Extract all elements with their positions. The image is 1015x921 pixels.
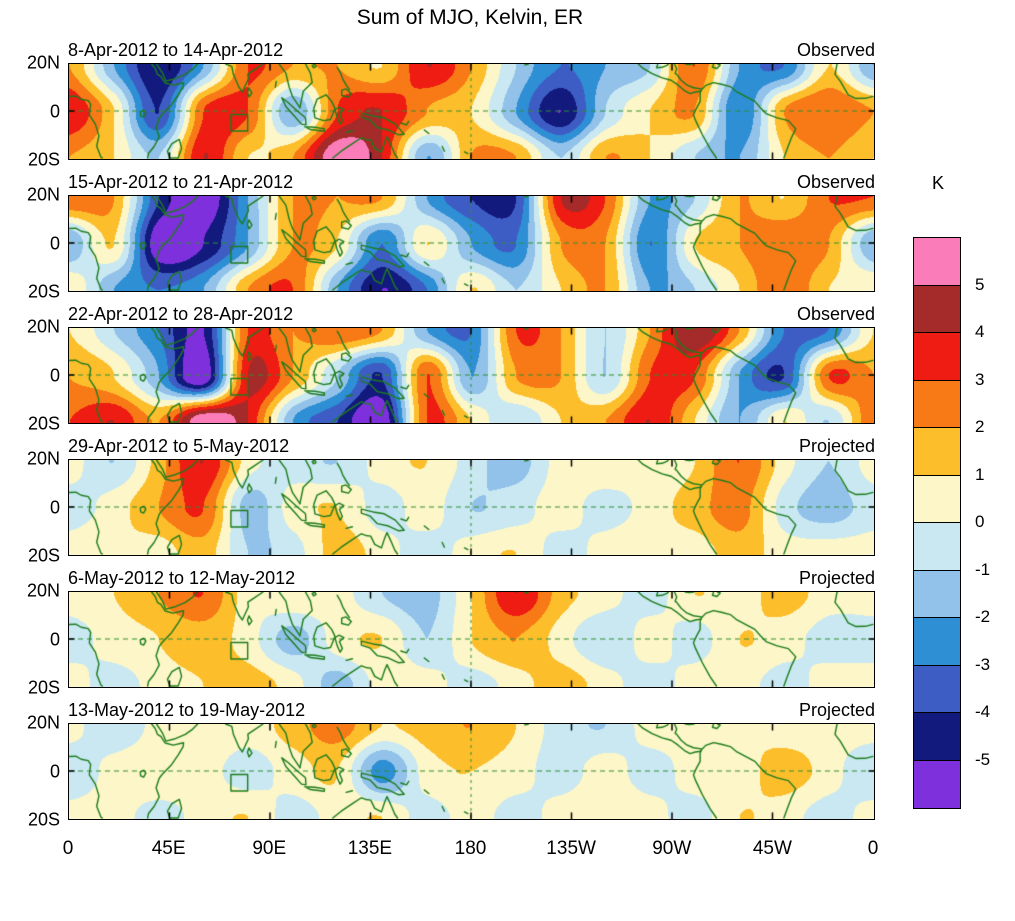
- colorbar-tick-label: -2: [975, 607, 991, 626]
- lon-tick-label: 90W: [652, 838, 692, 859]
- lon-tick-label: 0: [62, 838, 74, 859]
- lat-label-20s: 20S: [27, 545, 60, 566]
- map-panel: 13-May-2012 to 19-May-2012 Projected 20N…: [0, 696, 875, 830]
- colorbar-tick-label: 0: [975, 512, 985, 531]
- contour-map-canvas: [68, 327, 875, 424]
- colorbar-swatch: [914, 570, 960, 618]
- lat-label-20n: 20N: [26, 712, 60, 733]
- panel-date-range: 8-Apr-2012 to 14-Apr-2012: [68, 40, 284, 60]
- page-title: Sum of MJO, Kelvin, ER: [356, 6, 584, 29]
- colorbar-swatch: [914, 285, 960, 333]
- lat-label-20n: 20N: [26, 448, 60, 469]
- map-area: 20N 0 20S: [27, 713, 875, 830]
- lon-tick-label: 45E: [151, 838, 186, 859]
- map-area: 20N 0 20S: [27, 317, 875, 434]
- map-area: 20N 0 20S: [27, 449, 875, 566]
- panel-header: 22-Apr-2012 to 28-Apr-2012 Observed: [68, 300, 875, 327]
- lon-tick-label: 90E: [252, 838, 287, 859]
- lon-tick-label: 0: [867, 838, 879, 859]
- lat-label-20n: 20N: [26, 184, 60, 205]
- colorbar-tick-label: -4: [975, 702, 991, 721]
- colorbar-unit-label: K: [931, 173, 944, 193]
- lat-label-eq: 0: [49, 629, 60, 649]
- panel-date-range: 29-Apr-2012 to 5-May-2012: [68, 436, 290, 456]
- colorbar-swatch: [914, 760, 960, 808]
- longitude-axis: 0 45E 90E 135E 180 135W 90W 45W 0: [63, 834, 879, 864]
- colorbar-swatch: [914, 665, 960, 713]
- map-area: 20N 0 20S: [27, 53, 875, 170]
- lat-label-20n: 20N: [26, 580, 60, 601]
- map-panel: 29-Apr-2012 to 5-May-2012 Projected 20N 0…: [0, 432, 875, 566]
- panel-status-label: Projected: [798, 436, 875, 456]
- lat-label-20n: 20N: [26, 52, 60, 73]
- map-area: 20N 0 20S: [27, 581, 875, 698]
- panel-status-label: Projected: [798, 568, 875, 588]
- contour-map-canvas: [68, 591, 875, 688]
- contour-map-canvas: [68, 63, 875, 160]
- lat-label-20s: 20S: [27, 281, 60, 302]
- panel-date-range: 22-Apr-2012 to 28-Apr-2012: [68, 304, 294, 324]
- colorbar-swatch: [914, 428, 960, 476]
- panel-date-range: 6-May-2012 to 12-May-2012: [68, 568, 296, 588]
- colorbar-tick-label: 5: [975, 274, 985, 294]
- lat-label-eq: 0: [49, 761, 60, 781]
- panel-status-label: Observed: [796, 40, 875, 60]
- panel-header: 6-May-2012 to 12-May-2012 Projected: [68, 564, 875, 591]
- map-panel: 8-Apr-2012 to 14-Apr-2012 Observed 20N 0 2…: [0, 36, 875, 170]
- panel-status-label: Observed: [796, 304, 875, 324]
- colorbar-tick-label: 3: [975, 369, 985, 389]
- panel-date-range: 13-May-2012 to 19-May-2012: [68, 700, 306, 720]
- lat-label-20s: 20S: [27, 809, 60, 830]
- colorbar-swatch: [914, 713, 960, 761]
- lat-label-eq: 0: [49, 497, 60, 517]
- colorbar-swatch: [914, 238, 960, 286]
- map-panel: 22-Apr-2012 to 28-Apr-2012 Observed 20N 0…: [0, 300, 875, 434]
- lat-label-eq: 0: [49, 101, 60, 121]
- panel-stack: 8-Apr-2012 to 14-Apr-2012 Observed 20N 0 2…: [0, 36, 875, 830]
- colorbar-swatch: [914, 380, 960, 428]
- lon-tick-label: 180: [454, 838, 487, 859]
- lat-label-20n: 20N: [26, 316, 60, 337]
- colorbar-swatch: [914, 618, 960, 666]
- panel-header: 29-Apr-2012 to 5-May-2012 Projected: [68, 432, 875, 459]
- colorbar-tick-label: 1: [975, 464, 985, 484]
- lat-label-eq: 0: [49, 233, 60, 253]
- colorbar-tick-label: -1: [975, 559, 991, 579]
- lon-tick-label: 45W: [752, 838, 792, 859]
- map-area: 20N 0 20S: [27, 185, 875, 302]
- panel-header: 8-Apr-2012 to 14-Apr-2012 Observed: [68, 36, 875, 63]
- lat-label-20s: 20S: [27, 149, 60, 170]
- map-panel: 15-Apr-2012 to 21-Apr-2012 Observed 20N 0…: [0, 168, 875, 302]
- panel-status-label: Observed: [796, 172, 875, 192]
- contour-map-canvas: [68, 195, 875, 292]
- panel-header: 13-May-2012 to 19-May-2012 Projected: [68, 696, 875, 723]
- panel-date-range: 15-Apr-2012 to 21-Apr-2012: [68, 172, 294, 192]
- colorbar-tick-label: -5: [975, 749, 991, 769]
- colorbar-tick-label: 4: [975, 322, 985, 341]
- colorbar-tick-label: 2: [975, 417, 985, 436]
- lon-tick-label: 135W: [546, 838, 596, 859]
- contour-map-canvas: [68, 459, 875, 556]
- contour-map-canvas: [68, 723, 875, 820]
- lat-label-20s: 20S: [27, 677, 60, 698]
- colorbar-swatch: [914, 523, 960, 571]
- colorbar-tick-label: -3: [975, 654, 991, 674]
- lon-tick-label: 135E: [347, 838, 393, 859]
- colorbar: K 5 4 3 2 1 0 -1 -2 -3 -4 -5: [913, 173, 1013, 809]
- panel-status-label: Projected: [798, 700, 875, 720]
- panel-header: 15-Apr-2012 to 21-Apr-2012 Observed: [68, 168, 875, 195]
- map-panel: 6-May-2012 to 12-May-2012 Projected 20N 0…: [0, 564, 875, 698]
- colorbar-swatch: [914, 475, 960, 523]
- lat-label-eq: 0: [49, 365, 60, 385]
- lat-label-20s: 20S: [27, 413, 60, 434]
- colorbar-swatch: [914, 333, 960, 381]
- colorbar-swatches: [913, 237, 961, 809]
